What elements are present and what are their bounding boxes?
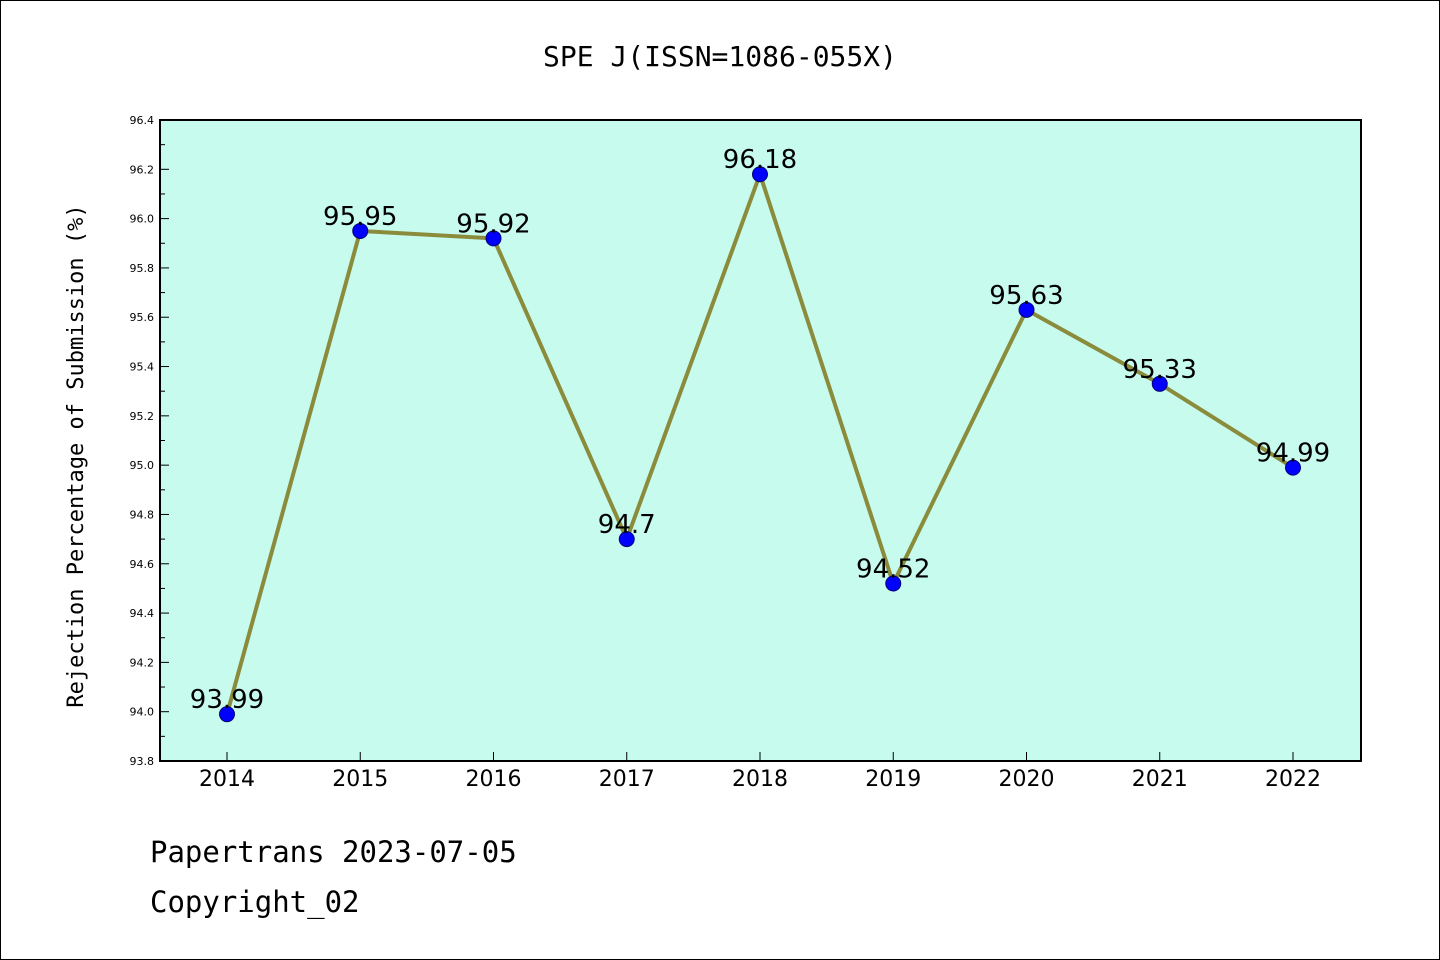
- x-tick-label: 2015: [332, 767, 388, 792]
- x-tick-label: 2018: [732, 767, 788, 792]
- data-point-marker: [219, 706, 235, 723]
- data-point-marker: [352, 222, 369, 239]
- data-point-marker: [1018, 301, 1035, 318]
- y-tick-label: 94.4: [130, 607, 155, 620]
- x-axis: 2014 2015 2016 2017 2018 2019 2020 2021 2022: [199, 752, 1321, 792]
- footer-copyright-text: Copyright_02: [150, 885, 360, 919]
- data-value-label: 95.63: [989, 281, 1063, 311]
- data-point-marker: [752, 166, 768, 183]
- data-value-label: 93.99: [190, 685, 264, 715]
- x-tick-label: 2020: [999, 767, 1055, 792]
- data-value-label: 95.95: [323, 202, 397, 232]
- y-tick-label: 96.4: [130, 114, 155, 127]
- y-tick-label: 94.2: [130, 656, 155, 669]
- x-tick-label: 2019: [865, 767, 921, 792]
- y-axis: 93.8 94.0 94.2 94.4 94.6 94.8 95.0 95.2 95.4 95.6…: [130, 114, 169, 768]
- y-tick-label: 95.8: [130, 262, 155, 275]
- data-point-marker: [885, 575, 902, 592]
- y-tick-label: 94.0: [130, 706, 155, 719]
- data-point-marker: [618, 531, 635, 548]
- x-tick-label: 2021: [1132, 767, 1188, 792]
- y-tick-label: 96.0: [130, 213, 155, 226]
- data-value-label: 94.99: [1256, 439, 1330, 469]
- series-group: 93.99 95.95 95.92 94.7 96.18 94.52 95.63 95.33 9…: [190, 145, 1330, 723]
- x-tick-label: 2017: [599, 767, 655, 792]
- data-value-label: 96.18: [723, 145, 797, 175]
- data-value-label: 95.33: [1123, 355, 1197, 385]
- x-tick-label: 2014: [199, 767, 255, 792]
- data-point-marker: [1285, 459, 1301, 476]
- y-tick-label: 93.8: [130, 755, 155, 768]
- data-point-marker: [485, 230, 502, 247]
- data-value-label: 94.52: [856, 554, 930, 584]
- data-value-label: 94.7: [598, 510, 656, 540]
- y-tick-label: 95.6: [130, 311, 155, 324]
- y-tick-label: 94.8: [130, 508, 155, 521]
- x-tick-label: 2022: [1265, 767, 1321, 792]
- y-tick-label: 96.2: [130, 163, 155, 176]
- y-tick-label: 94.6: [130, 558, 155, 571]
- footer-date-text: Papertrans 2023-07-05: [150, 835, 517, 869]
- chart-title: SPE J(ISSN=1086-055X): [543, 40, 897, 73]
- y-tick-label: 95.4: [130, 361, 155, 374]
- y-axis-label: Rejection Percentage of Submission (%): [64, 204, 89, 707]
- x-tick-label: 2016: [466, 767, 522, 792]
- data-value-label: 95.92: [456, 209, 530, 239]
- y-tick-label: 95.2: [130, 410, 155, 423]
- y-tick-label: 95.0: [130, 459, 155, 472]
- data-point-marker: [1151, 375, 1168, 392]
